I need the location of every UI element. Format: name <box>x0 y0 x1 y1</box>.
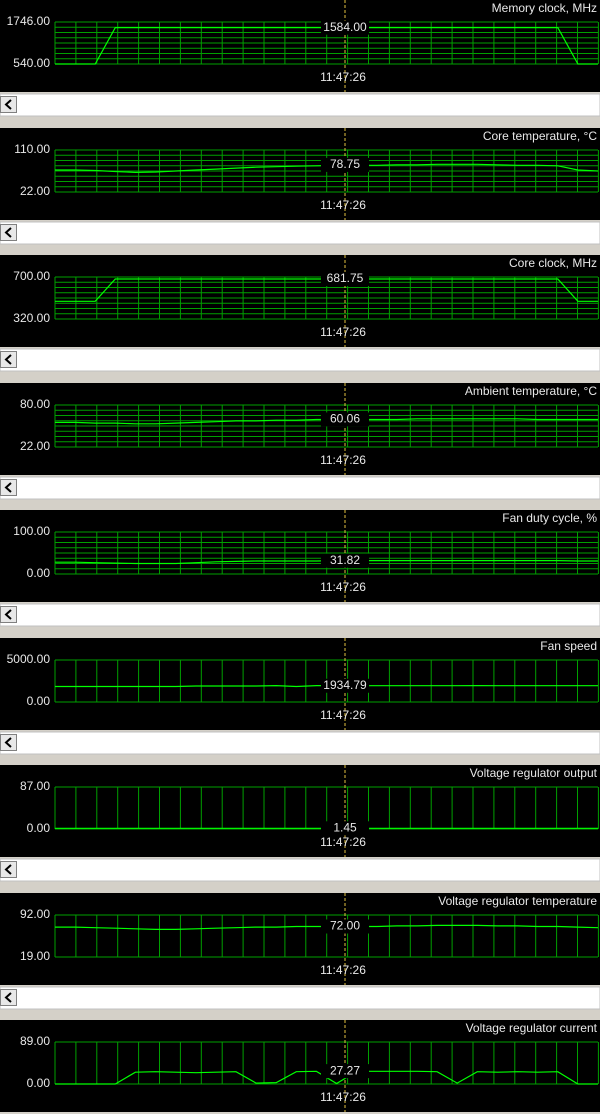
graph-panel <box>0 255 600 347</box>
scroll-left-arrow <box>4 99 12 110</box>
current-value: 681.75 <box>327 271 364 285</box>
scrollbar <box>0 986 600 1010</box>
scroll-left-button[interactable] <box>0 351 17 368</box>
current-bg <box>321 678 369 693</box>
y-min-label: 0.00 <box>27 566 51 580</box>
time-label: 11:47:26 <box>320 580 366 594</box>
current-bg <box>321 272 369 287</box>
y-min-label: 22.00 <box>20 184 50 198</box>
current-bg <box>321 919 369 934</box>
scroll-left-arrow <box>4 992 12 1003</box>
graph-panel <box>0 893 600 985</box>
time-label: 11:47:26 <box>320 835 366 849</box>
y-max-label: 5000.00 <box>7 652 51 666</box>
y-min-label: 19.00 <box>20 949 50 963</box>
current-bg <box>321 821 369 836</box>
panel-title: Fan speed <box>540 639 597 653</box>
graph-panel <box>0 383 600 475</box>
scrollbar <box>0 476 600 500</box>
current-value: 78.75 <box>330 157 360 171</box>
scrollbar <box>0 858 600 882</box>
y-min-label: 0.00 <box>27 821 51 835</box>
y-min-label: 320.00 <box>13 311 50 325</box>
time-label: 11:47:26 <box>320 708 366 722</box>
y-min-label: 0.00 <box>27 1076 51 1090</box>
y-max-label: 1746.00 <box>7 14 51 28</box>
y-max-label: 100.00 <box>13 524 50 538</box>
time-label: 11:47:26 <box>320 453 366 467</box>
current-bg <box>321 157 369 172</box>
graph-panel <box>0 0 600 92</box>
y-min-label: 22.00 <box>20 439 50 453</box>
scrollbar <box>0 221 600 245</box>
y-max-label: 87.00 <box>20 779 50 793</box>
panel-title: Voltage regulator output <box>470 766 598 780</box>
y-max-label: 89.00 <box>20 1034 50 1048</box>
graph-panel <box>0 128 600 220</box>
scroll-left-arrow <box>4 354 12 365</box>
panel-title: Core temperature, °C <box>483 129 598 143</box>
current-value: 1934.79 <box>323 678 367 692</box>
panel-title: Core clock, MHz <box>509 256 597 270</box>
y-max-label: 110.00 <box>14 142 50 156</box>
panel-title: Ambient temperature, °C <box>465 384 598 398</box>
y-min-label: 0.00 <box>27 694 51 708</box>
graph-panel <box>0 765 600 857</box>
panel-title: Memory clock, MHz <box>492 1 597 15</box>
scrollbar <box>0 603 600 627</box>
current-bg <box>321 553 369 568</box>
scroll-left-button[interactable] <box>0 224 17 241</box>
current-bg <box>321 412 369 427</box>
y-max-label: 700.00 <box>13 269 50 283</box>
y-max-label: 92.00 <box>20 907 50 921</box>
current-value: 1584.00 <box>323 20 367 34</box>
current-value: 60.06 <box>330 412 360 426</box>
current-bg <box>321 20 369 35</box>
y-max-label: 80.00 <box>20 397 50 411</box>
time-label: 11:47:26 <box>320 198 366 212</box>
graph-panel <box>0 638 600 730</box>
scroll-left-arrow <box>4 482 12 493</box>
time-label: 11:47:26 <box>320 963 366 977</box>
graph-panel <box>0 1020 600 1112</box>
scroll-left-button[interactable] <box>0 989 17 1006</box>
time-label: 11:47:26 <box>320 1090 366 1104</box>
scroll-left-arrow <box>4 737 12 748</box>
scroll-left-button[interactable] <box>0 734 17 751</box>
scrollbar <box>0 731 600 755</box>
scroll-left-arrow <box>4 609 12 620</box>
scrollbar <box>0 93 600 117</box>
panel-title: Fan duty cycle, % <box>502 511 597 525</box>
current-value: 1.45 <box>333 820 357 834</box>
scroll-left-arrow <box>4 227 12 238</box>
current-value: 31.82 <box>330 553 360 567</box>
current-value: 72.00 <box>330 919 360 933</box>
scroll-left-button[interactable] <box>0 96 17 113</box>
scroll-left-button[interactable] <box>0 861 17 878</box>
current-value: 27.27 <box>330 1063 360 1077</box>
scroll-left-arrow <box>4 864 12 875</box>
panel-title: Voltage regulator temperature <box>438 894 597 908</box>
scroll-left-button[interactable] <box>0 479 17 496</box>
scroll-left-button[interactable] <box>0 606 17 623</box>
current-bg <box>321 1064 369 1079</box>
panel-title: Voltage regulator current <box>466 1021 598 1035</box>
graph-panel <box>0 510 600 602</box>
time-label: 11:47:26 <box>320 325 366 339</box>
scrollbar <box>0 348 600 372</box>
time-label: 11:47:26 <box>320 70 366 84</box>
y-min-label: 540.00 <box>13 56 50 70</box>
